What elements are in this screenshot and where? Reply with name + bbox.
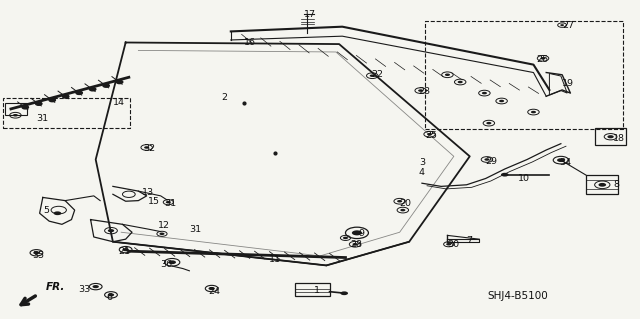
Circle shape <box>352 230 362 235</box>
Text: 3: 3 <box>419 158 425 167</box>
Circle shape <box>159 233 164 235</box>
Circle shape <box>63 95 69 98</box>
Circle shape <box>116 80 123 84</box>
Circle shape <box>36 102 42 105</box>
Text: 35: 35 <box>32 251 44 260</box>
Circle shape <box>343 237 348 239</box>
Text: 8: 8 <box>613 180 619 189</box>
Text: 31: 31 <box>164 199 176 208</box>
Text: 7: 7 <box>467 236 472 245</box>
Text: 24: 24 <box>209 287 221 296</box>
Bar <box>3 98 130 128</box>
Text: 15: 15 <box>148 197 160 206</box>
Text: 5: 5 <box>43 206 49 215</box>
Text: 34: 34 <box>559 158 571 167</box>
Circle shape <box>458 81 463 83</box>
Text: 12: 12 <box>157 221 170 230</box>
Circle shape <box>445 73 450 76</box>
Text: 29: 29 <box>486 157 498 166</box>
Circle shape <box>482 92 487 94</box>
Circle shape <box>418 89 423 92</box>
Text: 11: 11 <box>269 255 281 263</box>
Circle shape <box>54 211 61 215</box>
Circle shape <box>484 158 490 161</box>
Circle shape <box>122 248 129 251</box>
Text: 2: 2 <box>221 93 228 102</box>
Circle shape <box>531 111 536 113</box>
Text: 31: 31 <box>36 114 49 123</box>
Circle shape <box>607 135 614 138</box>
Circle shape <box>486 122 492 124</box>
Text: FR.: FR. <box>46 282 65 292</box>
Circle shape <box>22 106 28 109</box>
Circle shape <box>168 260 176 264</box>
Text: 13: 13 <box>141 188 154 197</box>
Text: 30: 30 <box>447 241 460 249</box>
Circle shape <box>90 88 96 91</box>
Circle shape <box>209 287 215 290</box>
Text: 4: 4 <box>419 168 425 177</box>
Circle shape <box>540 57 545 60</box>
Circle shape <box>13 114 18 116</box>
Text: 22: 22 <box>371 70 383 78</box>
Circle shape <box>108 229 114 232</box>
Circle shape <box>166 201 171 204</box>
Circle shape <box>427 133 432 136</box>
Text: 23: 23 <box>419 87 431 96</box>
Circle shape <box>499 100 504 102</box>
Text: 28: 28 <box>351 241 363 249</box>
Circle shape <box>33 251 40 254</box>
Circle shape <box>144 146 149 149</box>
Text: 16: 16 <box>244 38 255 47</box>
Bar <box>294 284 330 296</box>
Circle shape <box>76 91 83 94</box>
Text: 19: 19 <box>562 79 574 88</box>
Text: 26: 26 <box>537 56 548 64</box>
Circle shape <box>501 173 509 177</box>
Circle shape <box>557 158 564 162</box>
Bar <box>4 103 27 115</box>
Circle shape <box>397 200 402 203</box>
Text: 9: 9 <box>358 229 364 238</box>
Text: 1: 1 <box>314 286 319 295</box>
Circle shape <box>560 24 564 26</box>
Text: 18: 18 <box>613 134 625 144</box>
Bar <box>586 175 618 194</box>
Text: 6: 6 <box>106 293 113 301</box>
Text: 31: 31 <box>189 225 202 234</box>
Text: 36: 36 <box>161 260 173 269</box>
Circle shape <box>108 293 114 296</box>
Text: 21: 21 <box>118 247 130 256</box>
Text: 27: 27 <box>562 21 574 30</box>
Text: 25: 25 <box>425 131 437 140</box>
Circle shape <box>340 291 348 295</box>
Circle shape <box>598 183 606 187</box>
Circle shape <box>446 243 451 246</box>
Text: 32: 32 <box>143 144 155 153</box>
Circle shape <box>49 99 56 102</box>
Circle shape <box>400 209 405 211</box>
Circle shape <box>93 285 99 288</box>
Bar <box>425 21 623 129</box>
Text: 10: 10 <box>518 174 529 183</box>
Circle shape <box>103 84 109 87</box>
Text: 33: 33 <box>78 285 91 294</box>
Text: 14: 14 <box>113 98 125 107</box>
Text: 17: 17 <box>304 10 316 19</box>
Bar <box>595 128 626 145</box>
Circle shape <box>370 74 375 77</box>
Text: 20: 20 <box>399 199 412 208</box>
Circle shape <box>353 243 358 246</box>
Text: SHJ4-B5100: SHJ4-B5100 <box>487 291 548 301</box>
